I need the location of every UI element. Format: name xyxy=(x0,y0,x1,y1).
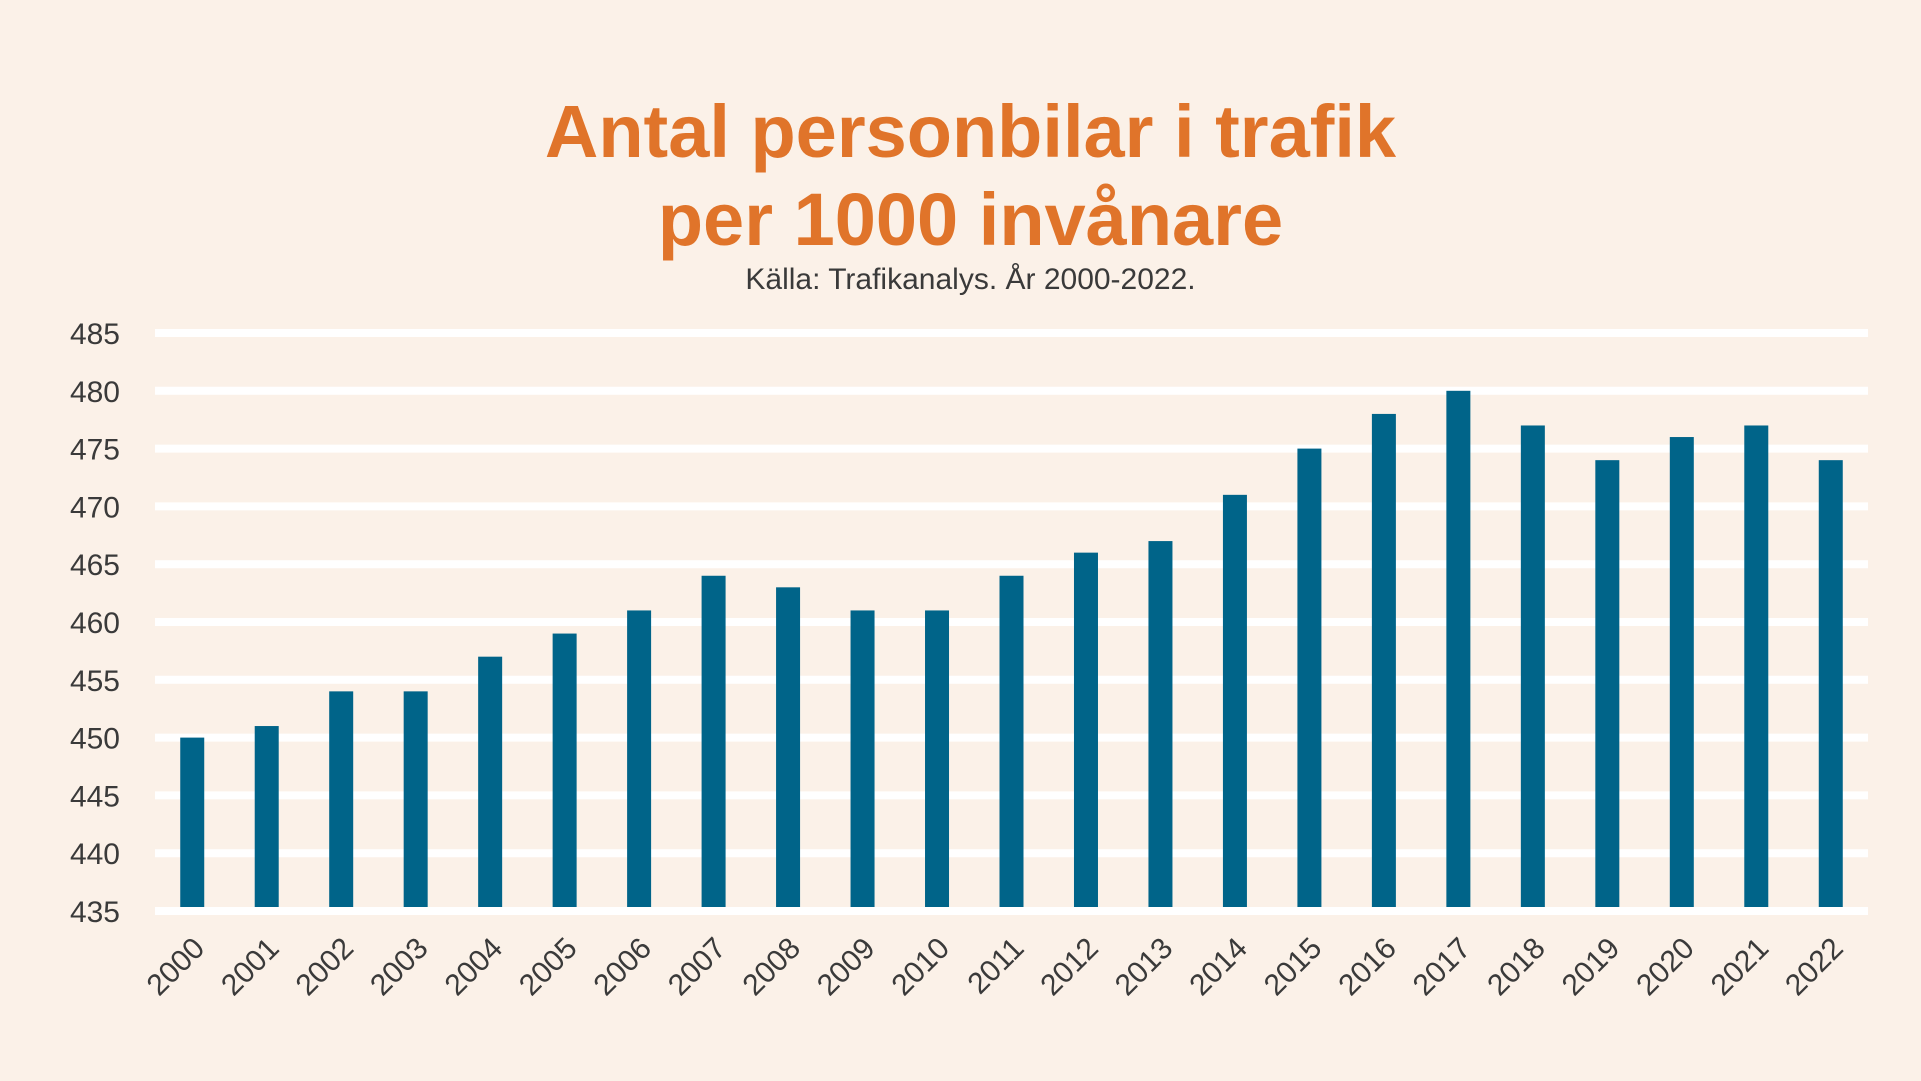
bar-2018 xyxy=(1520,425,1545,907)
bar-2017 xyxy=(1446,390,1471,907)
bar-2020 xyxy=(1669,437,1694,907)
x-tick-label: 2002 xyxy=(290,932,361,1003)
x-tick-label: 2000 xyxy=(141,932,212,1003)
y-tick-label: 485 xyxy=(70,318,120,351)
bars xyxy=(180,390,1843,907)
bar-2009 xyxy=(850,610,875,907)
bar-2021 xyxy=(1744,425,1769,907)
bar-2013 xyxy=(1148,541,1173,907)
x-tick-label: 2019 xyxy=(1556,932,1627,1003)
x-tick-label: 2013 xyxy=(1109,932,1180,1003)
x-tick-label: 2016 xyxy=(1332,932,1403,1003)
x-tick-label: 2004 xyxy=(439,932,510,1003)
y-tick-label: 460 xyxy=(70,607,120,640)
bar-2010 xyxy=(925,610,950,907)
x-axis-tick-labels: 2000 2001 2002 2003 2004 2005 2006 2007 2008 2009… xyxy=(141,932,1850,1003)
y-tick-label: 440 xyxy=(70,838,120,871)
chart-subtitle: Källa: Trafikanalys. År 2000-2022. xyxy=(745,263,1196,296)
x-tick-label: 2022 xyxy=(1779,932,1850,1003)
x-tick-label: 2007 xyxy=(662,932,733,1003)
x-tick-label: 2009 xyxy=(811,932,882,1003)
y-tick-label: 435 xyxy=(70,896,120,929)
bar-2015 xyxy=(1297,448,1322,907)
bar-2003 xyxy=(403,691,428,907)
y-tick-label: 445 xyxy=(70,780,120,813)
x-tick-label: 2010 xyxy=(885,932,956,1003)
chart-title-line-1: Antal personbilar i trafik xyxy=(544,90,1397,173)
x-tick-label: 2006 xyxy=(588,932,659,1003)
y-tick-label: 470 xyxy=(70,491,120,524)
bar-2022 xyxy=(1818,460,1843,907)
bar-2012 xyxy=(1073,552,1098,907)
bar-2011 xyxy=(999,575,1024,907)
chart-title-line-2: per 1000 invånare xyxy=(657,178,1284,261)
bar-2016 xyxy=(1371,413,1396,907)
x-tick-label: 2017 xyxy=(1407,932,1478,1003)
y-tick-label: 455 xyxy=(70,665,120,698)
x-tick-label: 2008 xyxy=(736,932,807,1003)
bar-2014 xyxy=(1222,494,1247,907)
bar-2007 xyxy=(701,575,726,907)
y-tick-label: 465 xyxy=(70,549,120,582)
bar-2000 xyxy=(180,737,205,907)
x-tick-label: 2011 xyxy=(961,932,1030,1001)
x-tick-label: 2012 xyxy=(1034,932,1105,1003)
x-tick-label: 2018 xyxy=(1481,932,1552,1003)
bar-2006 xyxy=(627,610,652,907)
x-tick-label: 2015 xyxy=(1258,932,1329,1003)
y-axis-tick-labels: 435 440 445 450 455 460 465 470 475 480 485 xyxy=(70,318,120,929)
y-tick-label: 450 xyxy=(70,723,120,756)
x-tick-label: 2020 xyxy=(1630,932,1701,1003)
bar-2005 xyxy=(552,633,577,907)
x-tick-label: 2001 xyxy=(215,932,286,1003)
bar-2019 xyxy=(1595,460,1620,907)
bar-2001 xyxy=(254,726,279,907)
x-tick-label: 2021 xyxy=(1705,932,1776,1003)
chart-title: Antal personbilar i trafik per 1000 invå… xyxy=(0,88,1921,264)
x-tick-label: 2005 xyxy=(513,932,584,1003)
y-tick-label: 475 xyxy=(70,434,120,467)
x-tick-label: 2014 xyxy=(1183,932,1254,1003)
bar-2008 xyxy=(776,587,801,907)
bar-2004 xyxy=(478,656,503,907)
y-tick-label: 480 xyxy=(70,376,120,409)
x-tick-label: 2003 xyxy=(364,932,435,1003)
bar-2002 xyxy=(329,691,354,907)
